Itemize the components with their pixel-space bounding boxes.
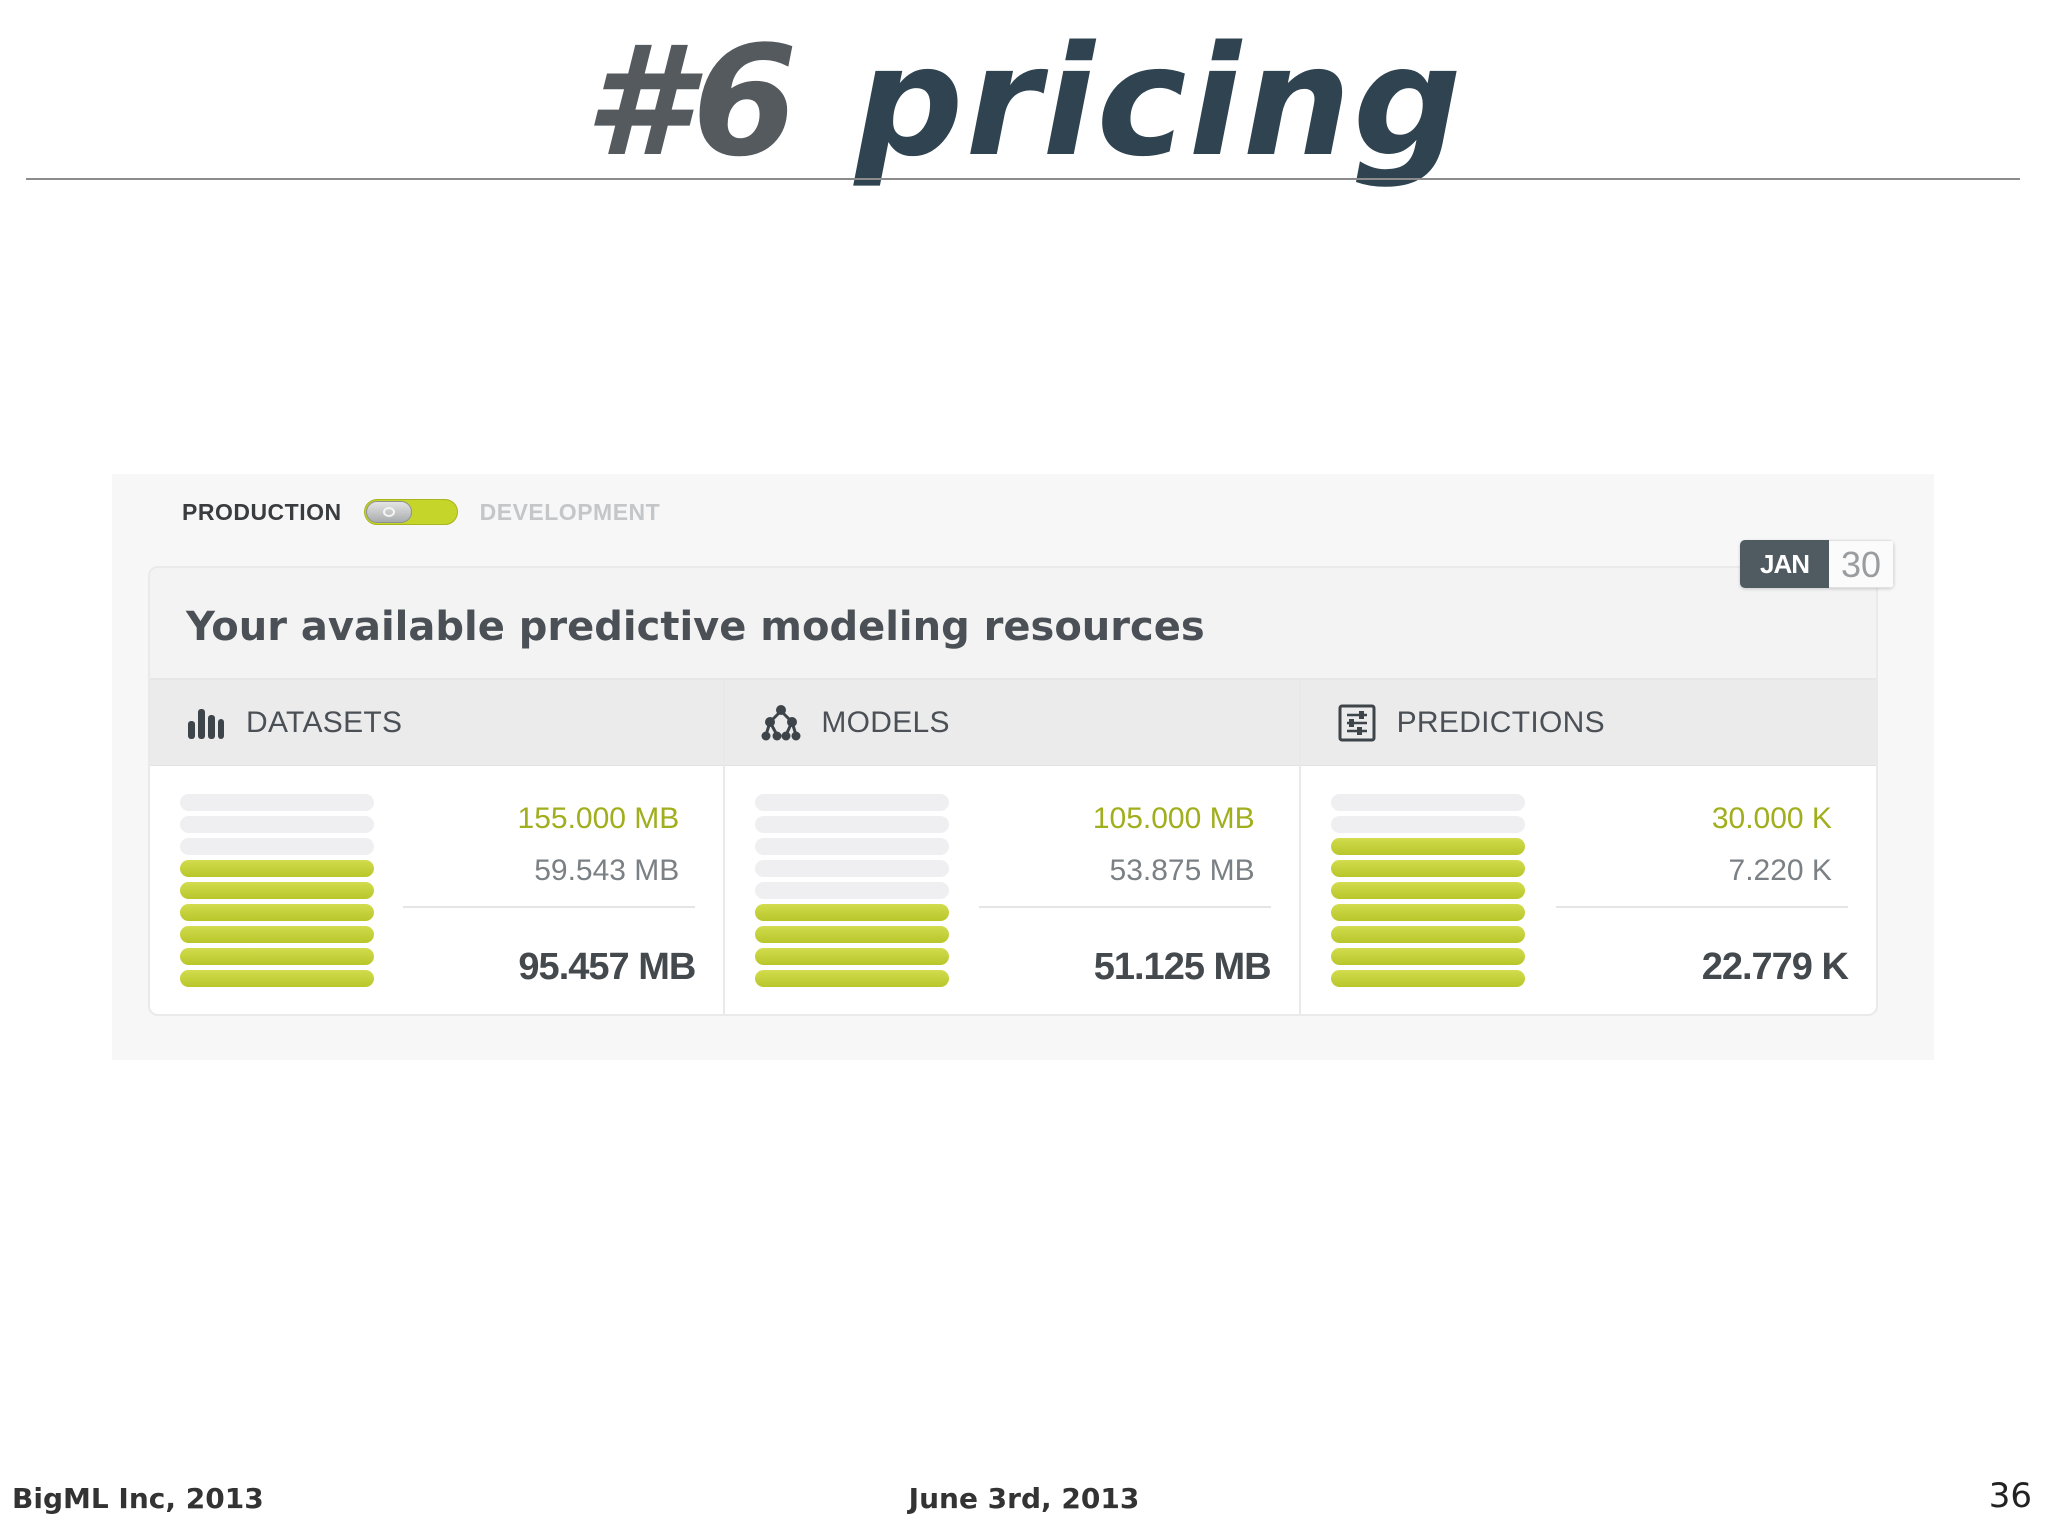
slide-title: #6 pricing xyxy=(0,12,2048,192)
predictions-limit: 30.000 K xyxy=(1711,802,1832,835)
models-available: 51.125 MB xyxy=(1093,946,1272,988)
meter-segment xyxy=(180,904,374,921)
meter-segment xyxy=(180,882,374,899)
meter-segment xyxy=(755,970,950,987)
models-limit: 105.000 MB xyxy=(1092,802,1255,835)
datasets-divider xyxy=(403,906,696,908)
datasets-column: DATASETS 155.000 MB 59.543 MB 95.457 MB xyxy=(150,680,726,1014)
date-month: JAN xyxy=(1740,540,1830,588)
predictions-label: PREDICTIONS xyxy=(1396,705,1605,739)
resources-card: Your available predictive modeling resou… xyxy=(148,566,1878,1016)
models-label: MODELS xyxy=(821,705,950,739)
datasets-available: 95.457 MB xyxy=(518,946,696,988)
development-label[interactable]: DEVELOPMENT xyxy=(479,498,661,525)
card-title: Your available predictive modeling resou… xyxy=(186,604,1205,650)
meter-segment xyxy=(1330,882,1525,899)
page-number: 36 xyxy=(1988,1476,2032,1516)
models-column: MODELS 105.000 MB 53.875 MB 51.125 MB xyxy=(725,680,1301,1014)
meter-segment xyxy=(755,794,950,811)
predictions-used: 7.220 K xyxy=(1728,854,1832,887)
datasets-meter xyxy=(180,794,374,992)
meter-segment xyxy=(1330,838,1525,855)
meter-segment xyxy=(755,860,950,877)
meter-segment xyxy=(755,816,950,833)
meter-segment xyxy=(180,816,374,833)
predictions-available: 22.779 K xyxy=(1701,946,1849,988)
models-meter xyxy=(755,794,950,992)
meter-segment xyxy=(180,794,374,811)
title-word: pricing xyxy=(854,13,1464,190)
datasets-header[interactable]: DATASETS xyxy=(150,680,724,766)
models-used: 53.875 MB xyxy=(1109,854,1255,887)
production-label[interactable]: PRODUCTION xyxy=(182,498,342,525)
datasets-label: DATASETS xyxy=(246,705,403,739)
datasets-used: 59.543 MB xyxy=(534,854,680,887)
mode-switcher: PRODUCTION DEVELOPMENT xyxy=(182,494,660,530)
card-header: Your available predictive modeling resou… xyxy=(150,568,1876,680)
footer-date: June 3rd, 2013 xyxy=(908,1482,1140,1515)
sliders-icon xyxy=(1337,704,1377,742)
meter-segment xyxy=(755,904,950,921)
predictions-column: PREDICTIONS 30.000 K 7.220 K 22.779 K xyxy=(1300,680,1876,1014)
bar-chart-icon xyxy=(186,704,226,742)
meter-segment xyxy=(180,860,374,877)
meter-segment xyxy=(1330,904,1525,921)
meter-segment xyxy=(755,926,950,943)
meter-segment xyxy=(180,948,374,965)
meter-segment xyxy=(180,838,374,855)
footer-company: BigML Inc, 2013 xyxy=(12,1482,264,1515)
model-tree-icon xyxy=(761,704,801,742)
title-divider xyxy=(26,178,2020,180)
meter-segment xyxy=(1330,816,1525,833)
meter-segment xyxy=(1330,860,1525,877)
title-number: #6 xyxy=(584,13,800,190)
predictions-divider xyxy=(1555,906,1848,908)
meter-segment xyxy=(180,926,374,943)
meter-segment xyxy=(755,882,950,899)
mode-toggle[interactable] xyxy=(363,499,458,525)
date-day: 30 xyxy=(1829,540,1895,588)
toggle-knob[interactable] xyxy=(365,501,412,523)
meter-segment xyxy=(755,948,950,965)
meter-segment xyxy=(755,838,950,855)
meter-segment xyxy=(1330,970,1525,987)
meter-segment xyxy=(180,970,374,987)
models-header[interactable]: MODELS xyxy=(725,680,1299,766)
datasets-limit: 155.000 MB xyxy=(517,802,680,835)
meter-segment xyxy=(1330,926,1525,943)
meter-segment xyxy=(1330,794,1525,811)
models-divider xyxy=(978,906,1271,908)
date-badge: JAN 30 xyxy=(1740,540,1895,588)
resources-screenshot: PRODUCTION DEVELOPMENT JAN 30 Your avail… xyxy=(112,474,1934,1060)
meter-segment xyxy=(1330,948,1525,965)
predictions-meter xyxy=(1330,794,1525,992)
predictions-header[interactable]: PREDICTIONS xyxy=(1300,680,1876,766)
